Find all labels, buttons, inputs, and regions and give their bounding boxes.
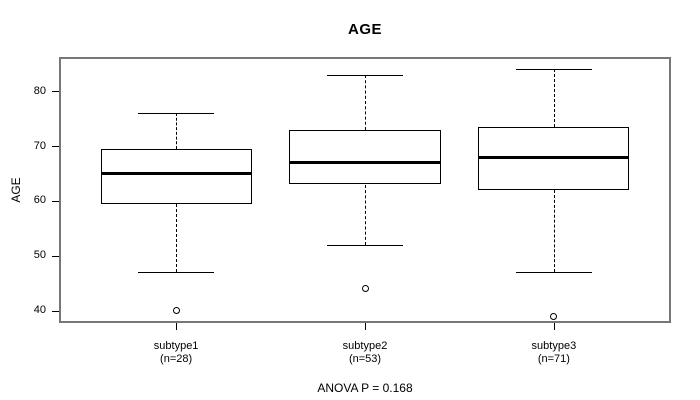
upper-whisker-cap [138, 113, 214, 115]
y-axis-tick [52, 310, 59, 312]
upper-whisker-cap [327, 74, 403, 76]
group-label-name: subtype3 [531, 340, 577, 352]
anova-caption: ANOVA P = 0.168 [317, 381, 413, 395]
outlier-point [361, 285, 369, 293]
iqr-box [100, 148, 252, 204]
upper-whisker-cap [516, 69, 592, 71]
y-axis-tick [52, 255, 59, 257]
x-axis-tick [365, 323, 366, 330]
lower-whisker-cap [138, 272, 214, 274]
lower-whisker-cap [516, 272, 592, 274]
lower-whisker-line [553, 190, 555, 273]
y-axis-tick [52, 91, 59, 93]
group-label-count: (n=71) [537, 353, 570, 365]
y-axis-tick-label: 70 [33, 139, 46, 152]
group-label-count: (n=53) [348, 353, 382, 365]
y-axis-tick-label: 50 [33, 249, 46, 262]
outlier-point [550, 312, 558, 320]
median-line [289, 161, 441, 165]
x-axis-group-label: subtype1 (n=28) [106, 340, 246, 366]
x-axis-tick [176, 323, 178, 330]
y-axis-tick [52, 200, 59, 202]
outlier-point [172, 307, 180, 315]
y-axis-tick-label: 80 [33, 84, 46, 97]
x-axis-group-label: subtype3 (n=71) [484, 340, 624, 366]
upper-whisker-line [365, 74, 366, 130]
iqr-box [289, 129, 441, 185]
y-axis-tick-label: 40 [33, 304, 46, 317]
y-axis-tick [52, 146, 59, 148]
y-axis-tick-label: 60 [33, 194, 46, 207]
upper-whisker-line [176, 113, 178, 149]
median-line [478, 155, 630, 159]
median-line [100, 172, 252, 175]
x-axis-group-label: subtype2 (n=53) [295, 340, 435, 366]
group-label-count: (n=28) [160, 353, 193, 365]
upper-whisker-line [553, 69, 555, 127]
group-label-name: subtype2 [342, 340, 388, 352]
x-axis-tick [553, 323, 555, 330]
chart-title: AGE [347, 21, 382, 38]
lower-whisker-line [365, 184, 366, 245]
lower-whisker-cap [327, 244, 403, 246]
group-label-name: subtype1 [153, 340, 199, 352]
lower-whisker-line [176, 203, 178, 273]
